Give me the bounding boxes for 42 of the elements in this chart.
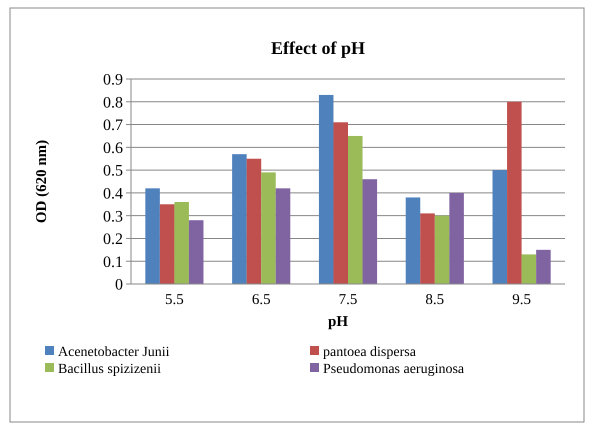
y-tick-label: 0.8 — [103, 94, 123, 112]
bar — [276, 188, 290, 284]
bar — [507, 102, 522, 284]
bar — [232, 154, 247, 284]
bar — [434, 216, 450, 284]
y-tick-label: 0.9 — [103, 72, 123, 89]
bar — [160, 204, 174, 284]
y-tick-label: 0.4 — [103, 185, 123, 202]
bar — [522, 254, 536, 284]
bar — [333, 122, 348, 284]
x-tick-label: 7.5 — [338, 292, 358, 308]
legend-label: pantoea dispersa — [323, 344, 417, 360]
x-tick-label: 8.5 — [425, 292, 444, 308]
chart-title: Effect of pH — [271, 38, 365, 58]
bar — [420, 213, 435, 284]
y-axis-title: OD (620 nm) — [34, 140, 50, 224]
x-tick-label: 9.5 — [512, 292, 531, 308]
y-tick-label: 0.1 — [103, 254, 123, 271]
x-axis-title: pH — [328, 314, 348, 330]
bar — [536, 250, 551, 284]
bar — [449, 192, 464, 284]
y-tick-label: 0 — [115, 276, 123, 294]
y-tick-label: 0.5 — [103, 162, 123, 180]
legend-label: Pseudomonas aeruginosa — [323, 362, 465, 377]
bar — [174, 202, 189, 284]
bar — [246, 158, 262, 284]
y-tick-label: 0.7 — [103, 117, 123, 134]
y-tick-label: 0.2 — [103, 231, 123, 248]
x-tick-label: 6.5 — [252, 292, 271, 308]
bar — [145, 188, 160, 284]
bar — [261, 172, 276, 284]
bar — [492, 170, 508, 284]
legend-label: Bacillus spizizenii — [58, 362, 162, 377]
y-tick-label: 0.3 — [103, 208, 123, 226]
x-tick-label: 5.5 — [165, 292, 184, 308]
legend-label: Acenetobacter Junii — [58, 344, 170, 360]
bar — [188, 220, 204, 284]
bar — [348, 136, 363, 284]
bar — [406, 197, 420, 284]
bar — [318, 94, 334, 284]
y-tick-label: 0.6 — [103, 140, 123, 157]
bar — [362, 179, 378, 284]
